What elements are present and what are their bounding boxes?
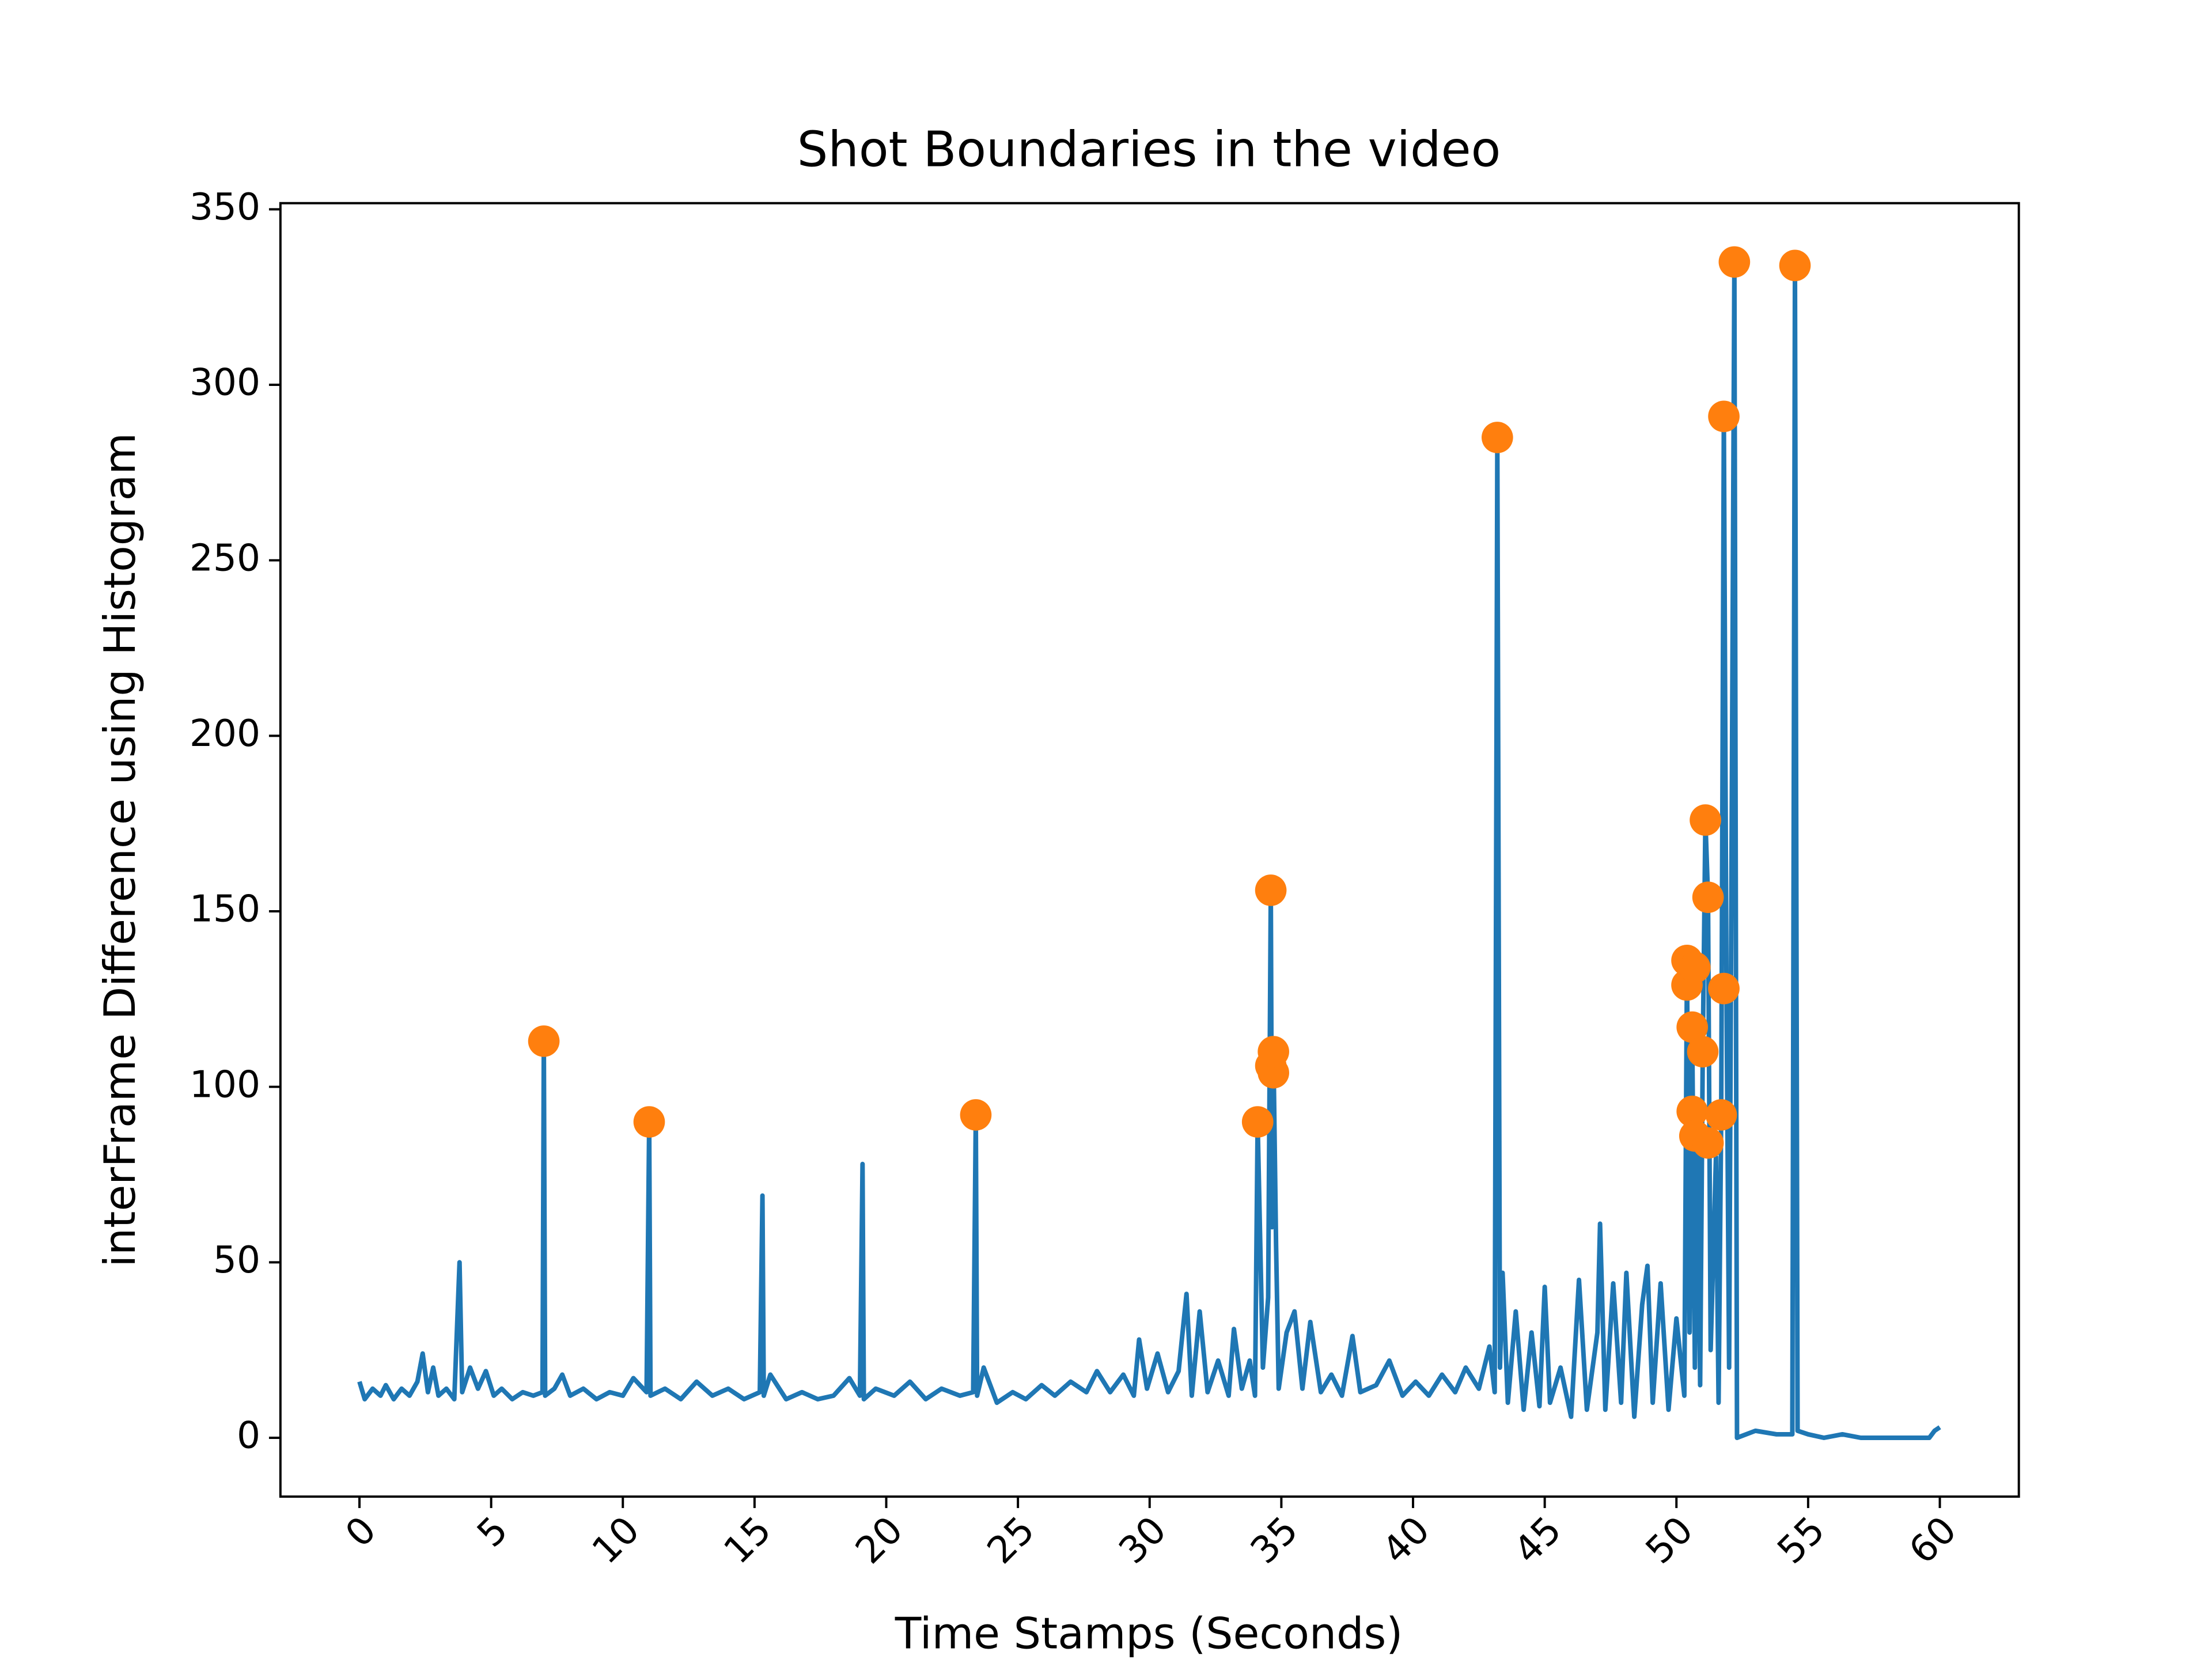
x-tick-label: 25 [979, 1508, 1043, 1572]
y-tick-label: 200 [190, 712, 260, 755]
boundary-point [960, 1099, 992, 1131]
boundary-point [1690, 804, 1721, 836]
boundary-point [1255, 874, 1287, 906]
y-tick-label: 150 [190, 888, 260, 931]
boundary-point [1679, 952, 1711, 983]
boundary-point [1676, 1096, 1709, 1127]
y-tick-label: 100 [190, 1063, 260, 1106]
y-tick-label: 300 [190, 361, 260, 404]
boundary-point [1708, 972, 1740, 1005]
boundary-point [528, 1025, 560, 1057]
boundary-point [1482, 422, 1513, 453]
boundary-point [1718, 246, 1751, 278]
chart-title: Shot Boundaries in the video [797, 122, 1501, 178]
y-tick-label: 350 [190, 185, 260, 229]
boundary-point [1692, 881, 1724, 913]
boundary-point [633, 1106, 665, 1138]
x-tick-label: 5 [469, 1508, 516, 1555]
boundary-point [1687, 1036, 1719, 1068]
y-tick-label: 50 [213, 1238, 260, 1282]
boundary-point [1692, 1127, 1724, 1159]
x-tick-label: 45 [1506, 1508, 1570, 1572]
y-tick-label: 250 [190, 536, 260, 579]
y-axis-label: interFrame Difference using Histogram [95, 433, 145, 1267]
boundary-point [1241, 1106, 1274, 1138]
x-tick-label: 10 [584, 1508, 648, 1572]
boundary-point [1708, 400, 1740, 433]
x-tick-label: 30 [1111, 1508, 1175, 1572]
x-tick-label: 55 [1769, 1508, 1833, 1572]
boundary-point [1705, 1099, 1737, 1131]
data-line [357, 259, 1941, 1440]
x-axis-label: Time Stamps (Seconds) [895, 1608, 1403, 1658]
boundary-point [1257, 1036, 1289, 1068]
boundary-point [1779, 249, 1811, 282]
x-tick-label: 50 [1638, 1508, 1702, 1572]
plot-frame [279, 202, 2020, 1498]
x-tick-label: 0 [338, 1508, 385, 1555]
x-tick-label: 15 [715, 1508, 779, 1572]
x-tick-label: 40 [1374, 1508, 1438, 1572]
y-tick-label: 0 [237, 1414, 260, 1457]
x-tick-label: 60 [1901, 1508, 1965, 1572]
x-tick-label: 35 [1243, 1508, 1306, 1572]
boundary-point [1676, 1011, 1709, 1043]
x-tick-label: 20 [847, 1508, 911, 1572]
